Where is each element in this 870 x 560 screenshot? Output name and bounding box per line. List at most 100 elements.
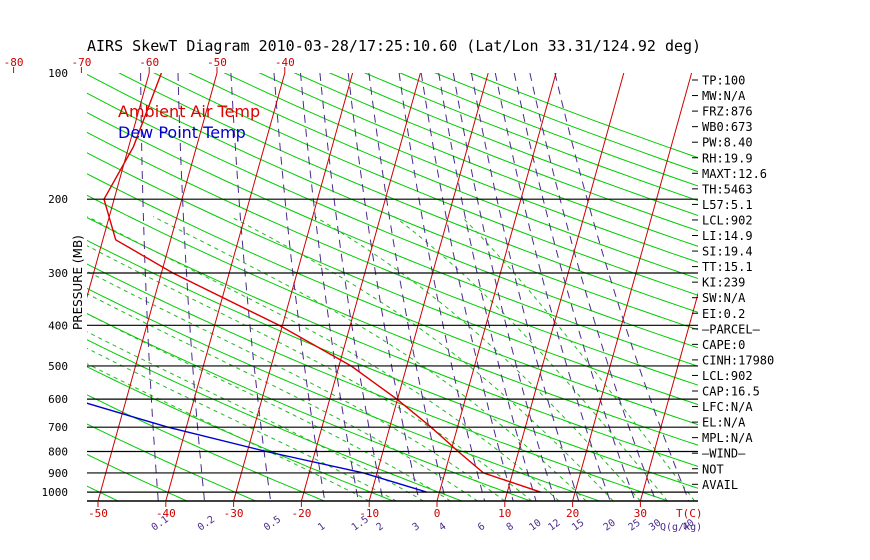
dry-adiabat-line xyxy=(223,73,698,263)
dry-adiabat-line xyxy=(328,73,698,217)
dry-adiabat-line xyxy=(87,366,395,501)
pressure-tick-label: 700 xyxy=(48,421,68,434)
mixing-ratio-label: 0.2 xyxy=(196,514,217,533)
isotherm-line xyxy=(233,73,354,501)
index-label: —PARCEL— xyxy=(702,322,761,336)
mixing-ratio-label: 2 xyxy=(375,521,386,533)
isotherm-line xyxy=(165,73,286,501)
bottom-temp-tick-label: -30 xyxy=(224,507,244,520)
top-temp-tick-label: -60 xyxy=(139,56,159,69)
isotherm-line xyxy=(368,73,489,501)
index-label: TP:100 xyxy=(702,74,745,88)
moist-adiabat-line xyxy=(87,293,478,501)
pressure-tick-label: 1000 xyxy=(42,486,69,499)
bottom-temp-tick-label: -20 xyxy=(291,507,311,520)
mixing-ratio-line xyxy=(470,73,580,501)
top-temp-tick-label: -80 xyxy=(4,56,24,69)
index-label: SW:N/A xyxy=(702,291,746,305)
index-label: CAP:16.5 xyxy=(702,385,760,399)
legend-dew-point-temp: Dew Point Temp xyxy=(118,123,246,142)
dry-adiabat-line xyxy=(258,73,698,247)
index-label: EL:N/A xyxy=(702,416,746,430)
isotherm-line xyxy=(97,73,218,501)
top-temp-tick-label: -50 xyxy=(207,56,227,69)
pressure-tick-label: 800 xyxy=(48,446,68,459)
bottom-temp-tick-label: 20 xyxy=(566,507,579,520)
mixing-ratio-label: 10 xyxy=(527,518,543,534)
bottom-temp-tick-label: -40 xyxy=(156,507,176,520)
mixing-ratio-label: 1 xyxy=(316,521,327,533)
mixing-ratio-line xyxy=(513,73,636,501)
dry-adiabat-line xyxy=(87,287,602,501)
index-label: CAPE:0 xyxy=(702,338,745,352)
y-axis-label: PRESSURE (MB) xyxy=(71,235,85,330)
top-temp-tick-label: -40 xyxy=(275,56,295,69)
dry-adiabat-line xyxy=(87,423,258,501)
moist-adiabat-line xyxy=(152,216,587,501)
top-temp-tick-label: -70 xyxy=(71,56,91,69)
pressure-tick-label: 400 xyxy=(48,319,68,332)
dry-adiabat-line xyxy=(87,453,189,501)
dry-adiabat-line xyxy=(87,239,698,489)
legend-ambient-air-temp: Ambient Air Temp xyxy=(118,102,260,121)
isotherm-line xyxy=(87,73,150,299)
moist-adiabat-line xyxy=(87,270,506,501)
mixing-ratio-unit: Q(g/kg) xyxy=(660,522,702,533)
moist-adiabat-line xyxy=(393,216,668,501)
pressure-tick-label: 100 xyxy=(48,67,68,80)
mixing-ratio-label: 4 xyxy=(437,521,448,533)
pressure-tick-label: 200 xyxy=(48,193,68,206)
pressure-tick-label: 600 xyxy=(48,393,68,406)
bottom-temp-tick-label: 30 xyxy=(634,507,647,520)
index-label: LI:14.9 xyxy=(702,229,753,243)
index-label: KI:239 xyxy=(702,276,745,290)
pressure-tick-label: 500 xyxy=(48,360,68,373)
index-label: FRZ:876 xyxy=(702,105,753,119)
chart-title: AIRS SkewT Diagram 2010-03-28/17:25:10.6… xyxy=(87,37,701,55)
dry-adiabat-line xyxy=(118,73,698,313)
isotherm-line xyxy=(776,73,870,501)
index-label: CINH:17980 xyxy=(702,353,774,367)
index-label: WB0:673 xyxy=(702,120,753,134)
index-label: TT:15.1 xyxy=(702,260,753,274)
dry-adiabat-line xyxy=(398,73,698,187)
dew-point-temp-line xyxy=(87,402,427,493)
moist-adiabat-line xyxy=(87,313,451,501)
dry-adiabat-line xyxy=(87,152,698,406)
bottom-temp-tick-label: 0 xyxy=(434,507,441,520)
index-label: EI:0.2 xyxy=(702,307,745,321)
dry-adiabat-line xyxy=(434,73,698,173)
mixing-ratio-label: 6 xyxy=(476,521,487,533)
dry-adiabat-line xyxy=(153,73,698,296)
mixing-ratio-line xyxy=(319,73,384,501)
isotherm-line xyxy=(436,73,557,501)
index-label: LCL:902 xyxy=(702,213,753,227)
dry-adiabat-line xyxy=(87,131,698,386)
dry-adiabat-line xyxy=(87,339,464,501)
dry-adiabat-line xyxy=(363,73,698,202)
dry-adiabat-line xyxy=(87,394,326,501)
mixing-ratio-label: 8 xyxy=(505,521,516,533)
dry-adiabat-line xyxy=(469,73,698,159)
index-label: NOT xyxy=(702,462,724,476)
dry-adiabat-line xyxy=(188,73,698,280)
mixing-ratio-label: 0.5 xyxy=(262,514,283,533)
bottom-temp-tick-label: 10 xyxy=(498,507,511,520)
mixing-ratio-line xyxy=(529,73,657,501)
isotherm-line xyxy=(0,73,81,501)
isotherm-line xyxy=(300,73,421,501)
index-label: AVAIL xyxy=(702,478,738,492)
index-label: MPL:N/A xyxy=(702,431,753,445)
mixing-ratio-line xyxy=(420,73,514,501)
mixing-ratio-label: 20 xyxy=(602,518,618,534)
index-label: LFC:N/A xyxy=(702,400,753,414)
bottom-temp-tick-label: -10 xyxy=(359,507,379,520)
pressure-tick-label: 300 xyxy=(48,267,68,280)
isotherm-line xyxy=(572,73,693,501)
index-label: SI:19.4 xyxy=(702,245,753,259)
isotherm-line xyxy=(639,291,698,501)
index-label: L57:5.1 xyxy=(702,198,753,212)
